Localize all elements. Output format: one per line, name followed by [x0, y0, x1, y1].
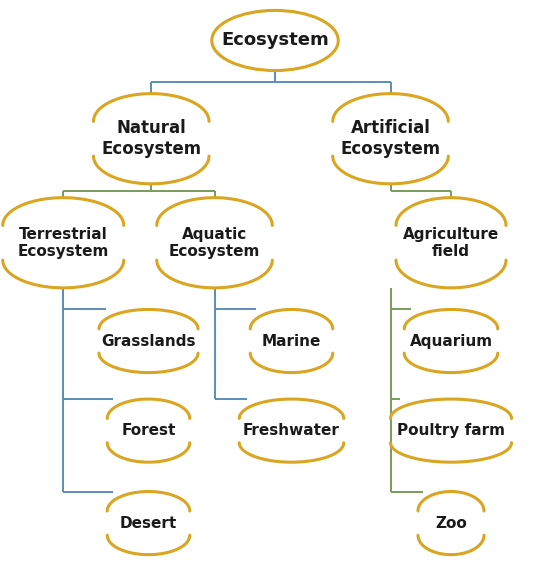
Text: Aquarium: Aquarium [409, 334, 493, 349]
Text: Freshwater: Freshwater [243, 423, 340, 438]
Text: Agriculture
field: Agriculture field [403, 227, 499, 259]
Text: Aquatic
Ecosystem: Aquatic Ecosystem [169, 227, 260, 259]
Text: Forest: Forest [122, 423, 175, 438]
Text: Grasslands: Grasslands [101, 334, 196, 349]
Text: Desert: Desert [120, 516, 177, 531]
Text: Ecosystem: Ecosystem [221, 31, 329, 50]
Text: Marine: Marine [262, 334, 321, 349]
Text: Zoo: Zoo [435, 516, 467, 531]
Text: Poultry farm: Poultry farm [397, 423, 505, 438]
Text: Artificial
Ecosystem: Artificial Ecosystem [340, 119, 441, 158]
Text: Natural
Ecosystem: Natural Ecosystem [101, 119, 201, 158]
Text: Terrestrial
Ecosystem: Terrestrial Ecosystem [18, 227, 109, 259]
